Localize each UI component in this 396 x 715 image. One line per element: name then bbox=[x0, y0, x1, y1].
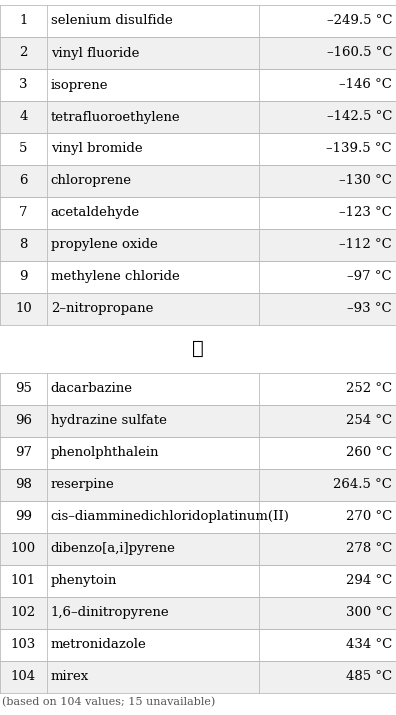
Bar bbox=[0, 101, 396, 133]
Text: 10: 10 bbox=[15, 302, 32, 315]
Bar bbox=[0, 437, 396, 469]
Text: hydrazine sulfate: hydrazine sulfate bbox=[51, 415, 167, 428]
Text: vinyl bromide: vinyl bromide bbox=[51, 142, 142, 155]
Text: 300 °C: 300 °C bbox=[346, 606, 392, 619]
Bar bbox=[0, 37, 396, 69]
Text: –93 °C: –93 °C bbox=[347, 302, 392, 315]
Text: 98: 98 bbox=[15, 478, 32, 491]
Text: 3: 3 bbox=[19, 79, 28, 92]
Text: 8: 8 bbox=[19, 239, 28, 252]
Text: 95: 95 bbox=[15, 383, 32, 395]
Text: 294 °C: 294 °C bbox=[346, 574, 392, 588]
Bar bbox=[0, 133, 396, 165]
Text: phenytoin: phenytoin bbox=[51, 574, 117, 588]
Text: 1,6–dinitropyrene: 1,6–dinitropyrene bbox=[51, 606, 169, 619]
Text: chloroprene: chloroprene bbox=[51, 174, 132, 187]
Text: 9: 9 bbox=[19, 270, 28, 284]
Text: 97: 97 bbox=[15, 446, 32, 460]
Text: selenium disulfide: selenium disulfide bbox=[51, 14, 172, 27]
Bar bbox=[0, 597, 396, 629]
Text: methylene chloride: methylene chloride bbox=[51, 270, 179, 284]
Text: –97 °C: –97 °C bbox=[347, 270, 392, 284]
Bar bbox=[0, 661, 396, 693]
Bar bbox=[0, 165, 396, 197]
Text: –112 °C: –112 °C bbox=[339, 239, 392, 252]
Text: 270 °C: 270 °C bbox=[346, 511, 392, 523]
Text: 485 °C: 485 °C bbox=[346, 671, 392, 684]
Bar bbox=[0, 69, 396, 101]
Text: dacarbazine: dacarbazine bbox=[51, 383, 133, 395]
Text: reserpine: reserpine bbox=[51, 478, 114, 491]
Text: 5: 5 bbox=[19, 142, 28, 155]
Text: propylene oxide: propylene oxide bbox=[51, 239, 158, 252]
Text: 99: 99 bbox=[15, 511, 32, 523]
Text: 6: 6 bbox=[19, 174, 28, 187]
Bar bbox=[0, 405, 396, 437]
Text: 278 °C: 278 °C bbox=[346, 543, 392, 556]
Text: –249.5 °C: –249.5 °C bbox=[327, 14, 392, 27]
Text: (based on 104 values; 15 unavailable): (based on 104 values; 15 unavailable) bbox=[2, 697, 215, 707]
Text: 2–nitropropane: 2–nitropropane bbox=[51, 302, 153, 315]
Text: –130 °C: –130 °C bbox=[339, 174, 392, 187]
Text: –146 °C: –146 °C bbox=[339, 79, 392, 92]
Bar bbox=[0, 373, 396, 405]
Text: mirex: mirex bbox=[51, 671, 89, 684]
Text: 7: 7 bbox=[19, 207, 28, 220]
Text: 100: 100 bbox=[11, 543, 36, 556]
Text: 434 °C: 434 °C bbox=[346, 638, 392, 651]
Text: 96: 96 bbox=[15, 415, 32, 428]
Text: cis–diamminedichloridoplatinum(II): cis–diamminedichloridoplatinum(II) bbox=[51, 511, 289, 523]
Text: 4: 4 bbox=[19, 111, 28, 124]
Text: ⋮: ⋮ bbox=[192, 340, 204, 358]
Bar bbox=[0, 469, 396, 501]
Text: tetrafluoroethylene: tetrafluoroethylene bbox=[51, 111, 180, 124]
Text: 102: 102 bbox=[11, 606, 36, 619]
Bar bbox=[0, 629, 396, 661]
Bar bbox=[0, 261, 396, 293]
Text: 103: 103 bbox=[11, 638, 36, 651]
Text: –160.5 °C: –160.5 °C bbox=[327, 46, 392, 59]
Text: dibenzo[a,i]pyrene: dibenzo[a,i]pyrene bbox=[51, 543, 175, 556]
Text: 254 °C: 254 °C bbox=[346, 415, 392, 428]
Text: 264.5 °C: 264.5 °C bbox=[333, 478, 392, 491]
Bar bbox=[0, 293, 396, 325]
Text: 104: 104 bbox=[11, 671, 36, 684]
Text: vinyl fluoride: vinyl fluoride bbox=[51, 46, 139, 59]
Bar bbox=[0, 533, 396, 565]
Bar bbox=[0, 565, 396, 597]
Bar bbox=[0, 501, 396, 533]
Bar bbox=[0, 229, 396, 261]
Text: –142.5 °C: –142.5 °C bbox=[327, 111, 392, 124]
Text: 2: 2 bbox=[19, 46, 28, 59]
Bar bbox=[0, 197, 396, 229]
Text: 101: 101 bbox=[11, 574, 36, 588]
Text: metronidazole: metronidazole bbox=[51, 638, 147, 651]
Text: 252 °C: 252 °C bbox=[346, 383, 392, 395]
Bar bbox=[0, 5, 396, 37]
Text: 1: 1 bbox=[19, 14, 28, 27]
Text: acetaldehyde: acetaldehyde bbox=[51, 207, 140, 220]
Text: –123 °C: –123 °C bbox=[339, 207, 392, 220]
Text: isoprene: isoprene bbox=[51, 79, 108, 92]
Text: –139.5 °C: –139.5 °C bbox=[326, 142, 392, 155]
Text: 260 °C: 260 °C bbox=[346, 446, 392, 460]
Text: phenolphthalein: phenolphthalein bbox=[51, 446, 159, 460]
